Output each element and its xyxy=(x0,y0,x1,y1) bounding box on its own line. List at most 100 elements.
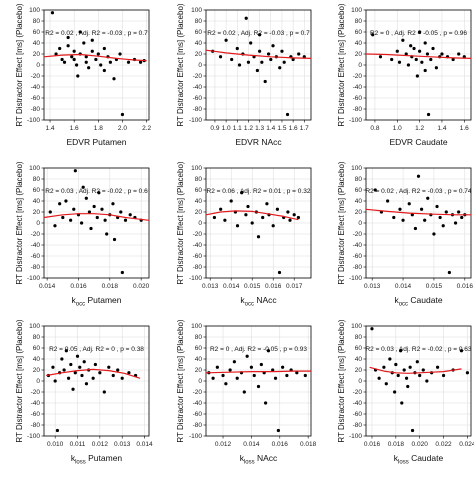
data-point xyxy=(80,221,84,225)
data-point xyxy=(84,60,88,64)
data-point xyxy=(73,371,77,375)
data-point xyxy=(221,373,225,378)
y-tick-label: 80 xyxy=(195,176,203,183)
y-tick-label: -100 xyxy=(349,117,362,124)
data-point xyxy=(440,52,444,56)
fit-curve xyxy=(205,49,312,59)
data-point xyxy=(435,204,439,209)
data-point xyxy=(246,60,251,64)
y-tick-label: -40 xyxy=(31,242,41,249)
data-point xyxy=(259,362,263,367)
y-tick-label: -60 xyxy=(31,95,41,102)
data-point xyxy=(404,376,409,380)
y-tick-label: 20 xyxy=(195,51,203,58)
y-tick-label: -60 xyxy=(31,253,41,260)
data-point xyxy=(386,199,390,203)
y-tick-label: 80 xyxy=(355,18,363,25)
scatter-panel: -100 -80 -60 -40 -20 0 20 40 60 80 100 0.9 1.0 1.1 1.2… xyxy=(176,3,312,147)
data-point xyxy=(434,66,438,70)
data-point xyxy=(399,349,403,353)
data-point xyxy=(96,52,100,56)
data-point xyxy=(441,224,445,228)
x-axis-label: kocc Putamen xyxy=(72,295,122,308)
data-point xyxy=(419,207,424,211)
data-point xyxy=(370,327,374,331)
y-tick-label: -20 xyxy=(193,73,203,80)
fit-curve xyxy=(369,366,462,374)
y-tick-label: 0 xyxy=(358,378,362,385)
y-tick-label: -100 xyxy=(349,433,362,440)
data-point xyxy=(84,196,88,200)
data-point xyxy=(212,215,216,220)
data-point xyxy=(211,376,215,380)
data-point xyxy=(90,38,94,42)
x-axis-label: kloss Caudate xyxy=(394,453,444,466)
data-point xyxy=(75,354,80,358)
y-tick-label: -80 xyxy=(193,422,203,429)
data-point xyxy=(406,63,411,67)
x-tick-label: 2.2 xyxy=(142,125,151,132)
y-tick-label: -60 xyxy=(193,95,203,102)
y-tick-label: 80 xyxy=(33,334,41,341)
data-point xyxy=(390,57,394,62)
data-point xyxy=(120,112,125,117)
data-point xyxy=(138,60,143,64)
y-tick-label: 40 xyxy=(33,40,41,47)
data-point xyxy=(303,373,307,378)
x-tick-label: 0.016 xyxy=(364,441,381,448)
data-point xyxy=(112,77,116,81)
x-tick-label: 0.014 xyxy=(39,283,56,290)
y-tick-label: 100 xyxy=(29,323,40,330)
y-tick-label: 40 xyxy=(195,40,203,47)
data-point xyxy=(120,376,124,380)
y-tick-label: 20 xyxy=(355,51,363,58)
x-tick-label: 0.016 xyxy=(272,441,289,448)
x-axis-label: EDVR Caudate xyxy=(389,137,447,147)
y-tick-label: 20 xyxy=(195,367,203,374)
y-tick-label: -80 xyxy=(353,422,363,429)
data-point xyxy=(435,365,440,369)
y-tick-label: -80 xyxy=(31,264,41,271)
data-point xyxy=(415,360,419,364)
data-point xyxy=(105,232,109,236)
y-tick-label: 60 xyxy=(355,187,363,194)
data-point xyxy=(273,376,278,380)
x-axis-label: kocc NAcc xyxy=(240,295,277,308)
data-point xyxy=(72,49,76,53)
data-point xyxy=(285,112,290,117)
y-tick-label: -100 xyxy=(27,117,40,124)
y-tick-label: 60 xyxy=(195,187,203,194)
data-point xyxy=(127,371,131,375)
y-tick-label: -60 xyxy=(193,253,203,260)
data-point xyxy=(95,215,99,220)
y-tick-label: -100 xyxy=(189,117,202,124)
data-point xyxy=(91,376,95,380)
data-point xyxy=(263,79,267,84)
data-point xyxy=(97,191,101,195)
data-point xyxy=(103,218,107,222)
y-tick-label: -60 xyxy=(31,411,41,418)
x-tick-label: 0.8 xyxy=(370,125,379,132)
data-point xyxy=(128,213,132,217)
data-point xyxy=(112,237,117,242)
data-point xyxy=(61,215,65,220)
data-point xyxy=(373,188,377,192)
data-point xyxy=(249,365,254,369)
fit-curve xyxy=(205,210,299,221)
data-point xyxy=(240,191,244,195)
y-tick-label: 0 xyxy=(198,378,202,385)
y-tick-label: -60 xyxy=(193,411,203,418)
data-point xyxy=(401,218,405,222)
x-tick-label: 1.6 xyxy=(70,125,79,132)
y-tick-label: -20 xyxy=(353,73,363,80)
data-point xyxy=(416,174,421,178)
fit-stats-annotation: R2 = 0.02 , Adj. R2 = -0.03 , p = 0.7 xyxy=(45,30,148,37)
x-tick-label: 0.018 xyxy=(300,441,317,448)
data-point xyxy=(404,52,408,56)
data-point xyxy=(414,57,418,62)
y-tick-label: -100 xyxy=(27,433,40,440)
data-point xyxy=(280,49,284,53)
y-tick-label: 100 xyxy=(351,7,362,14)
data-point xyxy=(459,349,464,353)
y-tick-label: 40 xyxy=(355,356,363,363)
